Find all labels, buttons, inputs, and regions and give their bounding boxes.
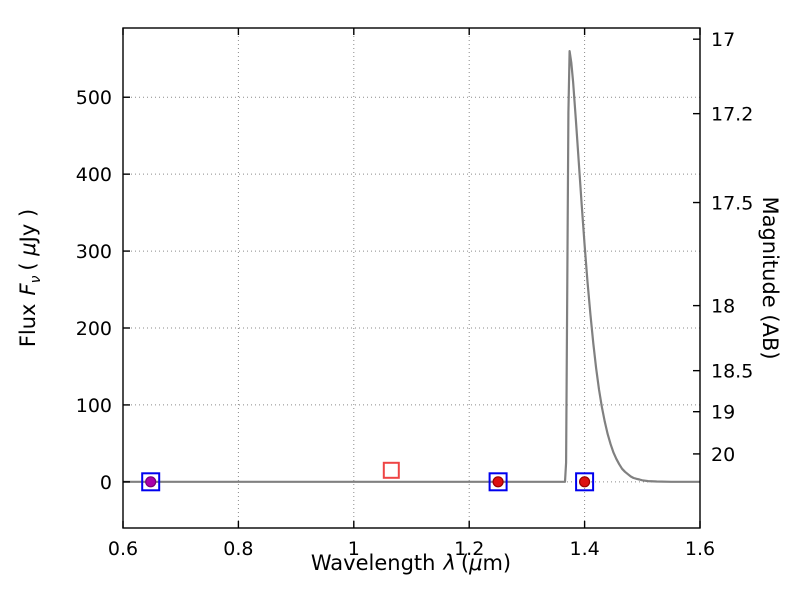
svg-text:1.4: 1.4 [569, 538, 599, 560]
svg-text:0.8: 0.8 [223, 538, 253, 560]
svg-text:20: 20 [711, 444, 735, 466]
mu-symbol-left: μ [15, 242, 40, 256]
svg-text:1.2: 1.2 [454, 538, 484, 560]
left-axis-title-word: Flux [15, 303, 40, 348]
x-axis-paren: ( [460, 551, 470, 575]
flux-symbol: F [15, 283, 40, 296]
svg-text:100: 100 [76, 395, 112, 417]
lambda-symbol: λ [443, 551, 456, 575]
x-axis-title-word: Wavelength [310, 551, 436, 575]
svg-text:500: 500 [76, 87, 112, 109]
left-axis-title: Flux Fν ( μJy ) [16, 209, 44, 347]
mu-symbol-x: μ [469, 551, 483, 575]
flux-symbol-subscript: ν [28, 275, 45, 284]
svg-text:17: 17 [711, 29, 735, 51]
svg-text:17.2: 17.2 [711, 104, 753, 126]
left-axis-paren: ( [15, 255, 40, 271]
left-axis-unit: Jy ) [15, 208, 40, 243]
svg-text:1.6: 1.6 [685, 538, 715, 560]
svg-text:400: 400 [76, 164, 112, 186]
right-axis-title: Magnitude (AB) [758, 196, 782, 360]
svg-text:17.5: 17.5 [711, 193, 753, 215]
svg-text:18: 18 [711, 296, 735, 318]
svg-text:0.6: 0.6 [108, 538, 138, 560]
x-axis-unit: m) [482, 551, 512, 575]
svg-text:1: 1 [348, 538, 360, 560]
x-axis-title: Wavelength λ (μm) [311, 551, 511, 575]
svg-text:300: 300 [76, 241, 112, 263]
svg-text:200: 200 [76, 318, 112, 340]
svg-text:19: 19 [711, 402, 735, 424]
svg-text:18.5: 18.5 [711, 361, 753, 383]
svg-text:0: 0 [100, 472, 112, 494]
